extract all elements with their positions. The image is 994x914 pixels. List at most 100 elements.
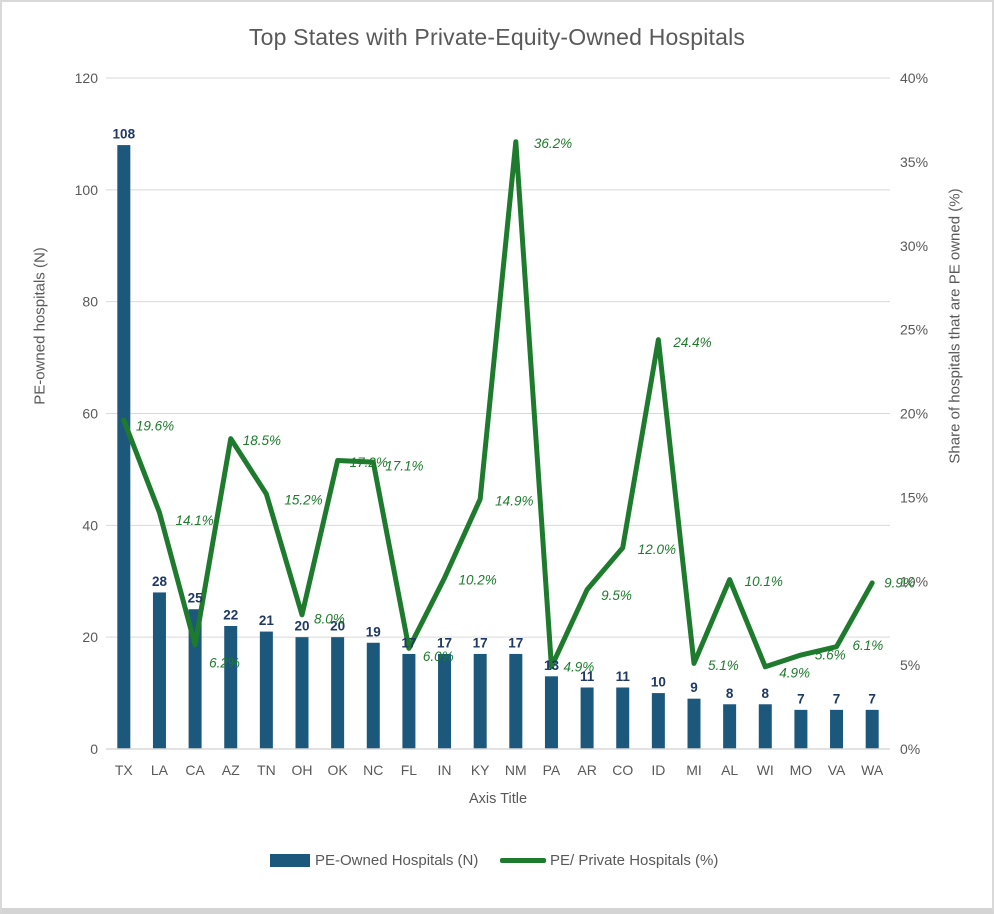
bar-value-label: 11 bbox=[616, 669, 631, 684]
line-value-label: 5.1% bbox=[708, 658, 739, 673]
bar bbox=[544, 676, 558, 749]
x-axis-category-label: MO bbox=[790, 762, 813, 778]
bar-value-label: 10 bbox=[651, 675, 666, 690]
x-axis-category-label: WI bbox=[757, 762, 774, 778]
bar bbox=[580, 687, 594, 749]
bar bbox=[331, 637, 345, 749]
x-axis-category-label: KY bbox=[471, 762, 490, 778]
x-axis-category-label: MI bbox=[686, 762, 702, 778]
legend-item-line: PE/ Private Hospitals (%) bbox=[500, 850, 718, 871]
y-axis-left-tick-label: 60 bbox=[82, 406, 98, 422]
line-value-label: 14.1% bbox=[175, 513, 213, 528]
x-axis-category-label: AL bbox=[721, 762, 738, 778]
bar bbox=[366, 642, 380, 749]
bar bbox=[259, 631, 273, 749]
bar-value-label: 9 bbox=[690, 680, 698, 695]
x-axis-category-label: NC bbox=[363, 762, 383, 778]
y-axis-left-tick-label: 120 bbox=[75, 70, 99, 86]
x-axis-category-label: AR bbox=[577, 762, 596, 778]
y-axis-right-tick-label: 35% bbox=[900, 154, 928, 170]
y-axis-left-tick-label: 80 bbox=[82, 294, 98, 310]
bar-value-label: 20 bbox=[294, 619, 309, 634]
line-value-label: 10.1% bbox=[745, 574, 783, 589]
x-axis-category-label: NM bbox=[505, 762, 527, 778]
y-axis-right-tick-label: 25% bbox=[900, 322, 928, 338]
x-axis-category-label: ID bbox=[651, 762, 665, 778]
x-axis-category-label: LA bbox=[151, 762, 169, 778]
legend-item-bars: PE-Owned Hospitals (N) bbox=[270, 850, 483, 871]
line-value-label: 6.0% bbox=[423, 649, 454, 664]
y-axis-right-tick-label: 0% bbox=[900, 741, 920, 757]
bar bbox=[758, 704, 772, 749]
bar bbox=[723, 704, 737, 749]
x-axis-category-label: PA bbox=[543, 762, 561, 778]
line-value-label: 6.2% bbox=[209, 655, 240, 670]
y-axis-right-tick-label: 20% bbox=[900, 406, 928, 422]
line-value-label: 4.9% bbox=[563, 659, 594, 674]
bar bbox=[117, 145, 131, 750]
line-value-label: 12.0% bbox=[638, 542, 676, 557]
x-axis-category-label: AZ bbox=[222, 762, 240, 778]
x-axis-category-label: TN bbox=[257, 762, 276, 778]
x-axis-category-label: FL bbox=[401, 762, 418, 778]
bar-value-label: 17 bbox=[437, 635, 452, 650]
line-value-label: 17.1% bbox=[385, 459, 423, 474]
line-value-label: 6.1% bbox=[853, 638, 884, 653]
bar-value-label: 8 bbox=[762, 686, 770, 701]
y-axis-left-tick-label: 0 bbox=[90, 741, 98, 757]
line-value-label: 5.6% bbox=[815, 648, 846, 663]
x-axis-category-label: OK bbox=[328, 762, 349, 778]
bar-value-label: 17 bbox=[401, 635, 416, 650]
y-axis-right-tick-label: 30% bbox=[900, 238, 928, 254]
legend-label-bars: PE-Owned Hospitals (N) bbox=[315, 852, 479, 869]
bar-value-label: 28 bbox=[152, 574, 168, 589]
line-series bbox=[121, 139, 875, 670]
line-value-label: 9.5% bbox=[601, 588, 632, 603]
line-value-label: 19.6% bbox=[136, 419, 174, 434]
line-value-label: 18.5% bbox=[243, 433, 281, 448]
bar-value-label: 7 bbox=[868, 691, 876, 706]
line-value-label: 9.9% bbox=[884, 575, 915, 590]
y-axis-right-tick-label: 40% bbox=[900, 70, 928, 86]
x-axis-category-label: OH bbox=[292, 762, 313, 778]
bar bbox=[224, 625, 238, 749]
bar-value-label: 20 bbox=[330, 619, 345, 634]
x-axis-title: Axis Title bbox=[468, 791, 528, 807]
y-axis-left-tick-label: 40 bbox=[82, 517, 98, 533]
bar-value-label: 11 bbox=[580, 669, 595, 684]
chart-title: Top States with Private-Equity-Owned Hos… bbox=[248, 24, 746, 50]
line-value-label: 36.2% bbox=[534, 136, 572, 151]
bar bbox=[473, 653, 487, 749]
x-axis-category-label: CA bbox=[185, 762, 205, 778]
bar bbox=[865, 709, 879, 749]
line-value-label: 24.4% bbox=[672, 335, 711, 350]
bar bbox=[152, 592, 166, 749]
bar bbox=[509, 653, 523, 749]
bar-series-swatch bbox=[270, 854, 310, 867]
bar-value-label: 21 bbox=[259, 613, 275, 628]
bar bbox=[188, 609, 202, 749]
bar-value-label: 8 bbox=[726, 686, 734, 701]
bar-value-label: 25 bbox=[188, 591, 204, 606]
bar bbox=[794, 709, 808, 749]
x-axis-category-label: VA bbox=[828, 762, 846, 778]
bar bbox=[616, 687, 630, 749]
line-value-label: 14.9% bbox=[495, 494, 533, 509]
bar-value-label: 7 bbox=[797, 691, 805, 706]
line-value-label: 8.0% bbox=[314, 611, 345, 626]
bar-value-label: 7 bbox=[833, 691, 841, 706]
x-axis-category-label: IN bbox=[438, 762, 452, 778]
y-axis-right-tick-label: 10% bbox=[900, 573, 928, 589]
y-axis-left-tick-label: 100 bbox=[75, 182, 99, 198]
bar bbox=[438, 653, 452, 749]
legend-label-line: PE/ Private Hospitals (%) bbox=[550, 852, 719, 869]
bar bbox=[687, 698, 701, 749]
line-value-label: 15.2% bbox=[284, 493, 322, 508]
line-value-label: 4.9% bbox=[779, 665, 810, 680]
line-value-label: 10.2% bbox=[459, 572, 497, 587]
bar-value-label: 13 bbox=[544, 658, 560, 673]
x-axis-category-label: WA bbox=[861, 762, 884, 778]
y-axis-right-tick-label: 5% bbox=[900, 657, 920, 673]
bar bbox=[830, 709, 844, 749]
